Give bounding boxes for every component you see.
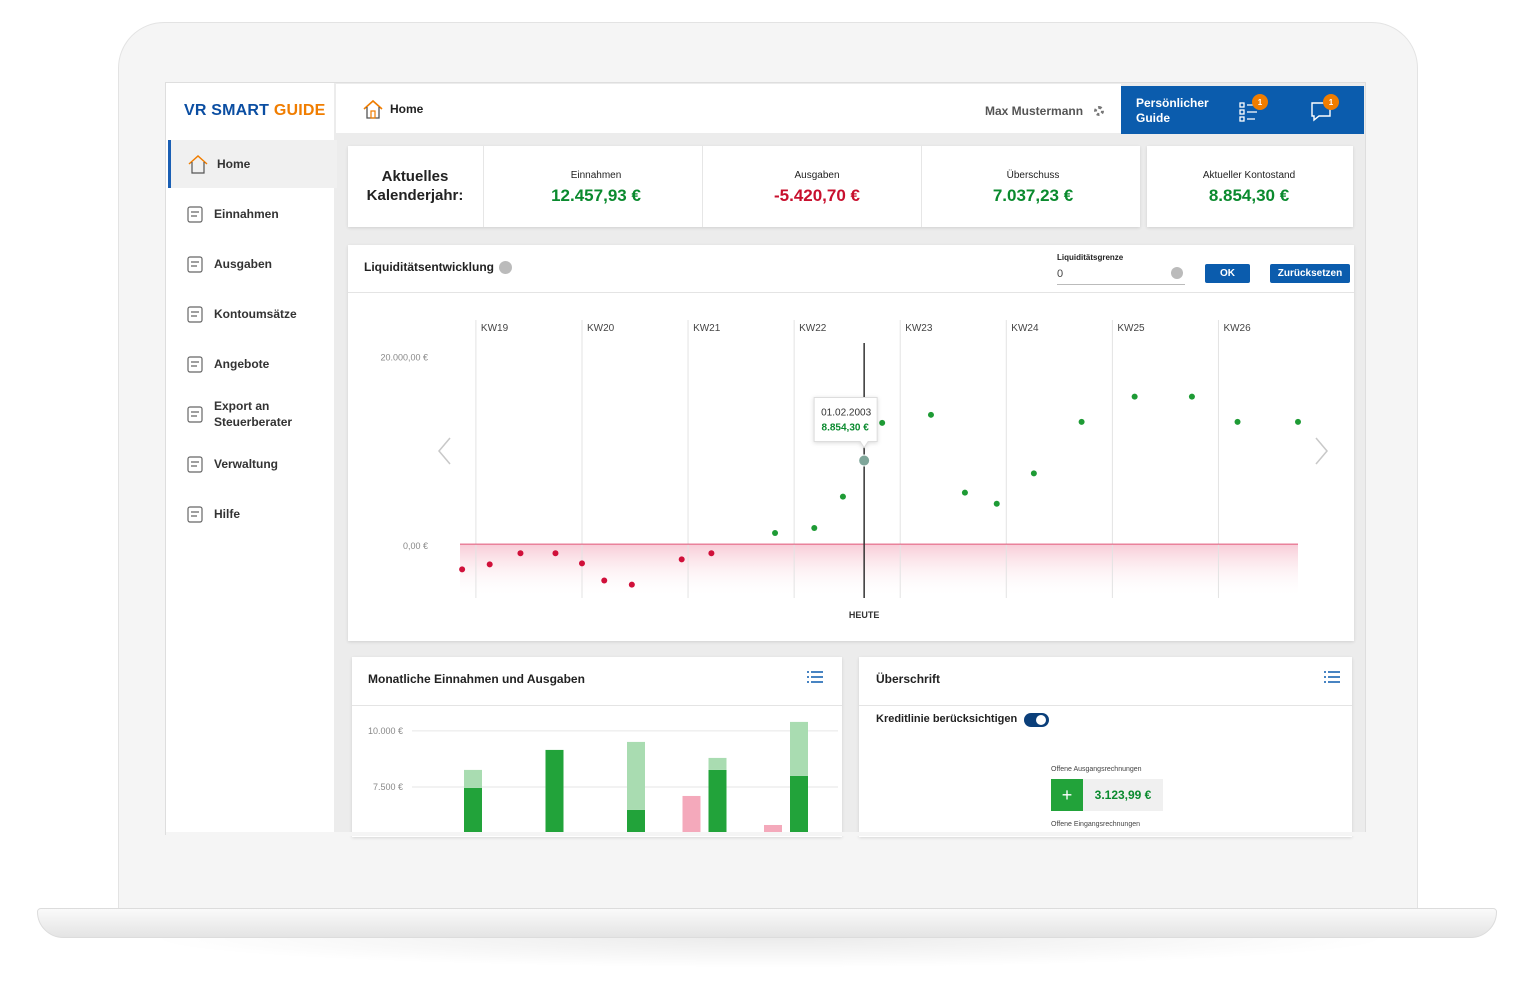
kpi-label: Überschuss — [1006, 170, 1060, 181]
toggle-label: Kreditlinie berücksichtigen — [876, 713, 1018, 725]
kpi-value: 8.854,30 € — [1208, 186, 1290, 205]
nav-item[interactable]: Ausgaben — [168, 240, 334, 288]
in-label: Offene Eingangsrechnungen — [1051, 821, 1140, 828]
panel-title: Liquiditätsentwicklung — [364, 260, 495, 274]
nav-icon — [187, 256, 203, 273]
nav-item[interactable]: Einnahmen — [168, 190, 334, 238]
info-icon[interactable] — [1171, 267, 1183, 279]
nav-icon — [187, 306, 203, 323]
nav-icon — [187, 206, 203, 223]
panel-title: Monatliche Einnahmen und Ausgaben — [368, 672, 585, 686]
panel-divider — [352, 705, 842, 706]
menu-icon[interactable] — [807, 670, 823, 684]
limit-input[interactable]: 0 — [1057, 266, 1185, 285]
reset-button[interactable]: Zurücksetzen — [1270, 264, 1350, 283]
nav-item[interactable]: Home — [168, 140, 337, 188]
menu-icon[interactable] — [1324, 670, 1340, 684]
nav-item[interactable]: Kontoumsätze — [168, 290, 334, 338]
add-button[interactable]: + — [1051, 779, 1083, 811]
top-bar — [336, 84, 1121, 133]
panel-divider — [348, 292, 1354, 293]
logo-part: VR SMART — [184, 102, 270, 119]
limit-label: Liquiditätsgrenze — [1057, 253, 1124, 262]
nav-icon — [187, 356, 203, 373]
nav-label: Verwaltung — [214, 457, 279, 471]
monthly-panel — [352, 657, 842, 837]
user-name[interactable]: Max Mustermann — [985, 104, 1084, 118]
laptop-shadow — [140, 938, 1400, 968]
kpi-card — [1147, 146, 1353, 227]
nav-label: Hilfe — [214, 507, 241, 521]
nav-label: Angebote — [214, 357, 270, 371]
kpi-heading: Aktuelles Kalenderjahr: — [366, 168, 464, 204]
toggle[interactable] — [1024, 713, 1049, 727]
kpi-label: Aktueller Kontostand — [1202, 170, 1296, 181]
nav-icon — [188, 154, 208, 174]
panel-divider — [859, 705, 1352, 706]
logo: VR SMART GUIDE — [184, 102, 325, 120]
kpi-value: 7.037,23 € — [992, 186, 1074, 205]
nav-label: Home — [217, 157, 251, 171]
panel-title: Überschrift — [876, 672, 941, 686]
logo-part: GUIDE — [273, 102, 326, 119]
kpi-card — [348, 146, 1140, 227]
screen-bottom — [166, 832, 1366, 836]
kpi-value: 12.457,93 € — [551, 186, 641, 205]
nav-icon — [187, 406, 203, 423]
nav-item[interactable]: Angebote — [168, 340, 334, 388]
kpi-label: Einnahmen — [570, 170, 622, 181]
nav-label: Einnahmen — [214, 207, 279, 221]
divider — [702, 146, 703, 227]
kpi-label: Ausgaben — [794, 170, 840, 181]
ok-button[interactable]: OK — [1205, 264, 1250, 283]
settings-icon[interactable] — [1094, 106, 1104, 116]
nav-icon — [187, 506, 203, 523]
nav-icon — [187, 456, 203, 473]
nav-label: Export an Steuerberater — [214, 399, 293, 429]
nav-label: Ausgaben — [214, 257, 273, 271]
badge: 1 — [1252, 94, 1268, 110]
home-icon — [363, 99, 383, 119]
liquidity-panel — [348, 245, 1354, 641]
out-label: Offene Ausgangsrechnungen — [1051, 766, 1142, 773]
page-title: Home — [390, 102, 424, 116]
kpi-value: -5.420,70 € — [773, 186, 860, 205]
divider — [921, 146, 922, 227]
badge: 1 — [1323, 94, 1339, 110]
nav-item[interactable]: Export an Steuerberater — [168, 390, 334, 438]
info-icon[interactable] — [499, 261, 512, 274]
laptop-base — [37, 908, 1497, 938]
nav-item[interactable]: Hilfe — [168, 490, 334, 538]
out-value: 3.123,99 € — [1083, 779, 1163, 811]
nav-label: Kontoumsätze — [214, 307, 297, 321]
nav-item[interactable]: Verwaltung — [168, 440, 334, 488]
toggle-knob — [1036, 715, 1046, 725]
divider — [483, 146, 484, 227]
guide-label[interactable]: Persönlicher Guide — [1136, 96, 1209, 125]
